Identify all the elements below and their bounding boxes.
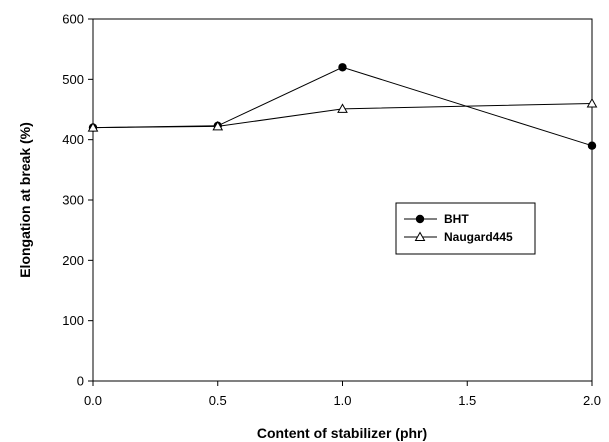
x-tick-label: 0.0: [84, 393, 102, 408]
y-tick-label: 0: [77, 374, 84, 389]
legend-box: [395, 202, 536, 255]
x-tick-label: 1.0: [333, 393, 351, 408]
x-axis-ticks: 0.0 0.5 1.0 1.5 2.0: [84, 381, 601, 408]
y-tick-label: 300: [62, 193, 84, 208]
data-point-naugard445: [87, 122, 99, 132]
data-point-naugard445: [212, 120, 224, 131]
series-line-naugard445: [92, 102, 593, 129]
legend-label-bht: BHT: [444, 212, 469, 226]
data-point-bht: [587, 141, 597, 150]
y-tick-label: 500: [62, 72, 84, 87]
x-axis-title: Content of stabilizer (phr): [257, 425, 427, 441]
data-point-naugard445: [586, 97, 598, 108]
legend-marker-naugard445: [414, 231, 426, 241]
legend-marker-bht: [415, 214, 425, 224]
y-axis-ticks: 0 100 200 300 400 500 600: [62, 12, 93, 389]
x-tick-label: 1.5: [458, 393, 476, 408]
x-tick-label: 0.5: [209, 393, 227, 408]
legend-label-naugard445: Naugard445: [444, 230, 513, 244]
series-layer: [87, 63, 598, 150]
y-tick-label: 400: [62, 132, 84, 147]
data-point-bht: [338, 63, 347, 72]
legend: BHT Naugard445: [395, 202, 536, 255]
x-tick-label: 2.0: [583, 393, 601, 408]
y-tick-label: 600: [62, 12, 84, 27]
plot-area-border: [92, 18, 593, 382]
data-point-naugard445: [337, 103, 348, 113]
y-tick-label: 100: [62, 313, 84, 328]
y-axis-title: Elongation at break (%): [17, 122, 33, 278]
y-tick-label: 200: [62, 253, 84, 268]
plot-frame: [92, 18, 593, 382]
